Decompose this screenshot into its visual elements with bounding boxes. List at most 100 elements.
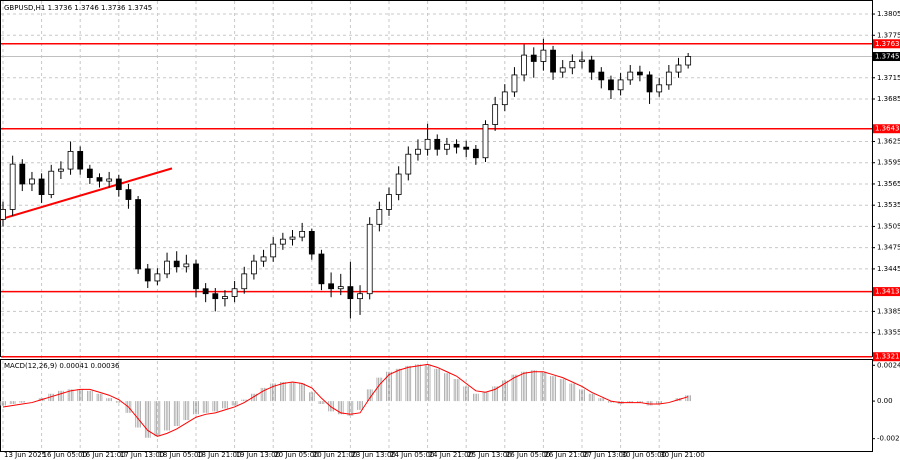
candle-body — [241, 273, 248, 290]
candle-body — [540, 49, 547, 62]
candle-body — [173, 260, 180, 268]
candle-body — [637, 71, 643, 76]
trend-line — [0, 167, 173, 221]
y-tick-label: 1.3505 — [877, 222, 900, 230]
candle-body — [579, 59, 585, 62]
candle-body — [250, 260, 257, 275]
candle-body — [608, 79, 614, 91]
x-tick-label: 20 Jun 05:00 — [274, 451, 318, 459]
candle-body — [270, 243, 277, 258]
candle-body — [395, 173, 402, 195]
y-tick-label: 1.3685 — [877, 95, 900, 103]
candle-body — [125, 189, 132, 200]
candle-body — [347, 286, 354, 300]
x-tick-label: 26 Jun 21:00 — [544, 451, 588, 459]
candle-body — [289, 236, 296, 240]
candle-body — [405, 153, 412, 175]
level-label-box — [873, 124, 900, 134]
candle-body — [202, 288, 209, 295]
level-label-box — [873, 39, 900, 49]
candle-body — [463, 146, 470, 150]
x-tick-label: 24 Jun 21:00 — [429, 451, 473, 459]
y-tick-label: 1.3625 — [877, 137, 900, 145]
candle-body — [308, 230, 315, 255]
x-tick-label: 25 Jun 13:00 — [467, 451, 511, 459]
x-tick-label: 26 Jun 05:00 — [506, 451, 550, 459]
level-label: 1.3321 — [875, 353, 900, 361]
candle-body — [212, 293, 219, 300]
candle-body — [627, 71, 634, 81]
candle-body — [559, 67, 566, 73]
y-tick-label: 1.3715 — [877, 74, 900, 82]
last-price-box — [873, 52, 900, 62]
candle-body — [424, 138, 431, 150]
level-label: 1.3643 — [875, 125, 900, 133]
candle-body — [183, 263, 190, 268]
candle-body — [96, 177, 103, 182]
candle-body — [588, 59, 595, 73]
candle-body — [9, 163, 16, 210]
y-tick-label: -0.00256 — [877, 435, 900, 443]
candle-body — [86, 168, 93, 178]
candle-body — [48, 170, 55, 195]
x-tick-label: 19 Jun 13:00 — [236, 451, 280, 459]
candle-body — [77, 150, 84, 170]
labels: 1.3805 1.3775 1.3715 1.3685 1.3625 1.3595 1.35… — [4, 10, 900, 459]
candle-body — [550, 49, 556, 73]
candle-body — [521, 54, 527, 76]
candle-body — [511, 74, 518, 93]
candle-body — [530, 54, 537, 62]
macd-signal-line — [2, 363, 689, 437]
candle-body — [656, 84, 663, 93]
x-tick-label: 27 Jun 13:00 — [583, 451, 627, 459]
y-tick-label: 1.3445 — [877, 265, 900, 273]
level-label: 1.3413 — [875, 288, 900, 296]
candle-body — [0, 209, 6, 220]
y-tick-label: 0.00 — [877, 397, 893, 405]
candle-body — [231, 288, 238, 297]
candle-body — [19, 163, 26, 185]
y-tick-label: 1.3805 — [877, 10, 900, 18]
candle-body — [453, 143, 460, 148]
candle-body — [260, 256, 267, 262]
candle-body — [67, 150, 74, 170]
x-tick-label: 18 Jun 21:00 — [197, 451, 241, 459]
x-tick-label: 16 Jun 05:00 — [43, 451, 87, 459]
y-tick-label: 1.3595 — [877, 159, 900, 167]
candle-body — [492, 104, 499, 125]
candle-body — [38, 178, 45, 195]
candle-body — [646, 74, 653, 93]
x-tick-label: 30 Jun 21:00 — [660, 451, 704, 459]
candle-body — [415, 148, 421, 155]
candle-body — [617, 79, 624, 91]
x-tick-label: 20 Jun 21:00 — [313, 451, 357, 459]
y-tick-label: 1.3355 — [877, 329, 900, 337]
candle-body — [154, 273, 161, 282]
y-tick-label: 1.3775 — [877, 31, 900, 39]
candle-body — [665, 71, 672, 86]
candle-body — [434, 138, 441, 150]
candle-body — [135, 199, 142, 270]
candle-body — [569, 61, 576, 69]
macd-title: MACD(12,26,9) 0.00041 0.00036 — [4, 362, 120, 370]
y-tick-label: 0.00244 — [877, 361, 900, 369]
level-label-box — [873, 352, 900, 362]
x-tick-label: 13 Jun 2025 — [4, 451, 46, 459]
y-tick-label: 1.3385 — [877, 307, 900, 315]
candle-body — [386, 194, 392, 210]
candle-body — [357, 293, 363, 300]
x-tick-label: 24 Jun 05:00 — [390, 451, 434, 459]
last-price-label: 1.3745 — [875, 53, 900, 61]
candle-body — [328, 283, 335, 290]
level-label: 1.3763 — [875, 40, 900, 48]
candle-body — [675, 64, 682, 73]
candle-body — [29, 178, 35, 185]
marks — [0, 38, 872, 438]
candle-body — [598, 71, 605, 81]
candle-body — [443, 143, 450, 150]
candle-body — [144, 268, 151, 282]
candle-body — [222, 296, 228, 300]
y-tick-label: 1.3565 — [877, 180, 900, 188]
candle-body — [193, 263, 199, 290]
